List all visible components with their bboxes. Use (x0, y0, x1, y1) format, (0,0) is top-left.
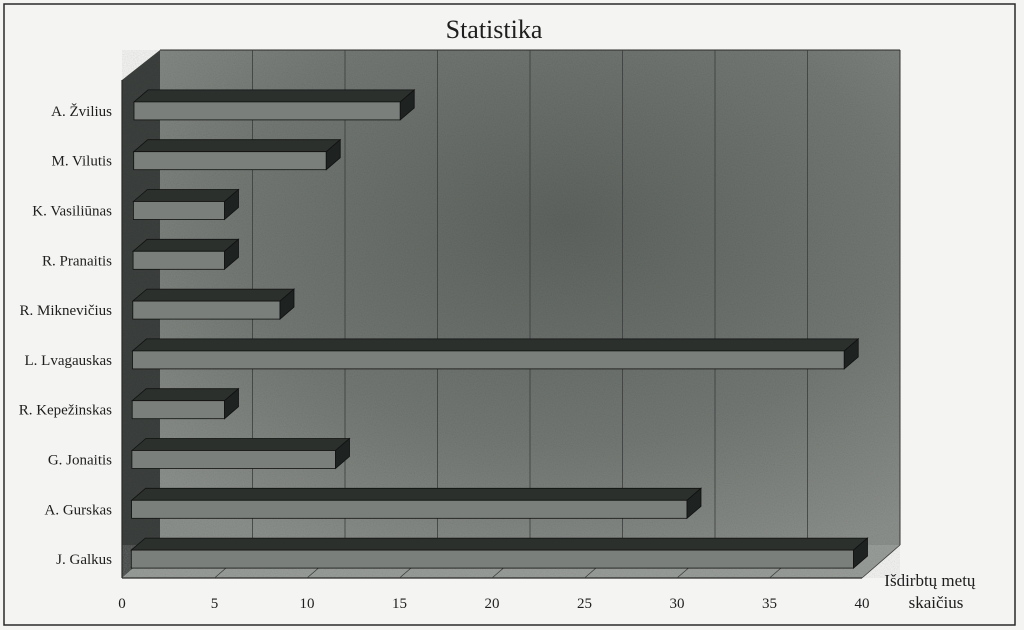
bar-top-face (132, 139, 342, 153)
bars (130, 89, 869, 569)
bar-front-face (131, 450, 336, 469)
bar-end-cap (399, 89, 415, 121)
bar-front-face (132, 201, 225, 220)
x-tick-labels: 0 5 10 15 20 25 30 35 40 (118, 596, 869, 612)
bar-end-cap (853, 537, 868, 569)
x-tick-label: 5 (211, 596, 219, 612)
category-label: G. Jonaitis (48, 453, 112, 469)
bar-front-face (133, 101, 401, 121)
category-label: R. Miknevičius (20, 303, 113, 319)
category-labels: A. Žvilius M. Vilutis K. Vasiliūnas R. Pran… (19, 103, 112, 568)
bar (130, 437, 351, 470)
bar-front-face (132, 300, 281, 320)
bar-top-face (131, 388, 240, 402)
x-axis-title: Išdirbtų metų skaičius (884, 571, 979, 612)
bar-front-face (131, 400, 225, 420)
category-label: M. Vilutis (51, 154, 112, 170)
bar-end-cap (335, 437, 350, 470)
chart-frame (3, 3, 1016, 626)
x-tick-label: 20 (485, 596, 500, 612)
bar-front-face (133, 151, 327, 171)
bar-end-cap (224, 188, 239, 221)
category-label: L. Lvagauskas (25, 353, 113, 369)
bar (131, 387, 240, 420)
x-axis-title-line-1: Išdirbtų metų (884, 571, 976, 590)
category-label: R. Pranaitis (42, 253, 112, 269)
floor-gridline (861, 544, 901, 579)
bar-top-face (131, 288, 296, 302)
bar-top-face (132, 89, 416, 103)
bar-top-face (130, 487, 703, 501)
bar-top-face (132, 189, 240, 202)
category-label: J. Galkus (56, 552, 112, 568)
bar-front-face (131, 499, 688, 519)
x-tick-label: 25 (577, 596, 592, 612)
bar-top-face (130, 537, 869, 551)
x-tick-label: 15 (392, 596, 407, 612)
category-label: R. Kepežinskas (19, 403, 112, 419)
bar (132, 138, 342, 171)
bar-front-face (132, 250, 225, 270)
x-axis-title-line-2: skaičius (909, 593, 964, 612)
category-label: A. Žvilius (51, 103, 112, 120)
x-tick-label: 40 (855, 596, 870, 612)
x-tick-label: 35 (762, 596, 777, 612)
bar-top-face (132, 238, 240, 252)
bar-end-cap (686, 487, 702, 520)
category-label: A. Gurskas (45, 502, 113, 518)
bar (132, 89, 416, 121)
x-tick-label: 30 (670, 596, 685, 612)
bar (132, 238, 240, 271)
bar-end-cap (224, 238, 239, 271)
bar-end-cap (325, 138, 341, 171)
bar-end-cap (843, 338, 859, 370)
x-tick-label: 0 (118, 596, 126, 612)
bar-end-cap (279, 288, 295, 320)
category-label: K. Vasiliūnas (32, 204, 112, 220)
bar (130, 487, 703, 520)
bar-top-face (130, 438, 351, 451)
bar-top-face (131, 338, 860, 352)
x-tick-label: 10 (300, 596, 315, 612)
bar (131, 338, 860, 370)
bar (130, 537, 869, 569)
bar-front-face (132, 350, 845, 370)
bar (132, 188, 240, 221)
bar (131, 288, 296, 320)
chart-title: Statistika (446, 15, 543, 44)
bar-front-face (130, 549, 854, 569)
bar-end-cap (224, 387, 239, 420)
